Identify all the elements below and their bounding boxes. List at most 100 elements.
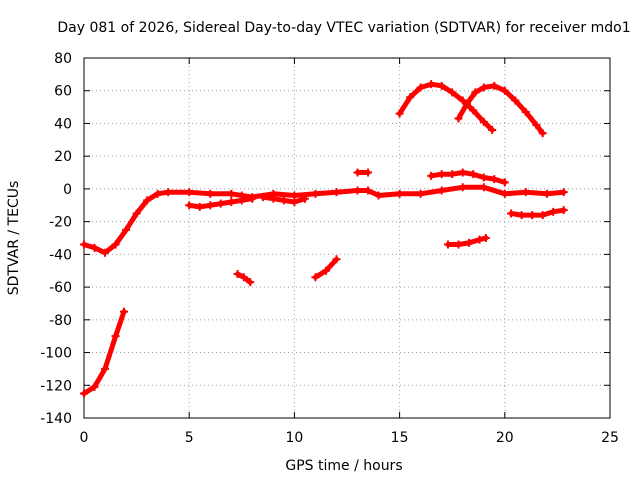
series-group (80, 80, 568, 398)
y-tick-label: -80 (49, 313, 72, 329)
data-point (279, 196, 288, 205)
data-point (479, 173, 488, 182)
data-point (395, 109, 404, 118)
data-point (427, 171, 436, 180)
data-point (90, 243, 99, 252)
y-tick-label: -120 (40, 378, 72, 394)
data-point (538, 129, 547, 138)
data-point (458, 168, 467, 177)
y-tick-label: -20 (49, 215, 72, 231)
data-point (479, 83, 488, 92)
data-point (465, 238, 474, 247)
series-mid-low-a (185, 194, 257, 211)
y-axis-label: SDTVAR / TECUs (6, 181, 22, 296)
data-point (122, 225, 131, 234)
data-point (406, 93, 415, 102)
data-point (164, 188, 173, 197)
series-seg-pos10 (353, 168, 373, 177)
data-point (206, 189, 215, 198)
data-point (511, 96, 520, 105)
y-tick-label: -140 (40, 411, 72, 427)
data-point (443, 240, 452, 249)
data-point (490, 175, 499, 184)
series-track-arc-2 (456, 83, 546, 136)
data-point (311, 189, 320, 198)
chart-title: Day 081 of 2026, Sidereal Day-to-day VTE… (57, 20, 630, 36)
data-point (416, 83, 425, 92)
series-arc-2 (454, 81, 547, 138)
data-point (353, 168, 362, 177)
data-point (507, 209, 516, 218)
x-axis-label: GPS time / hours (285, 458, 402, 474)
data-point (233, 270, 242, 278)
data-point (374, 191, 383, 200)
data-point (500, 178, 509, 187)
data-point (248, 194, 257, 203)
data-point (458, 183, 467, 192)
data-point (364, 186, 373, 195)
data-point (258, 193, 267, 202)
data-point (475, 235, 484, 244)
plot-frame (83, 57, 611, 419)
series-seg-neg45 (311, 255, 341, 282)
data-point (206, 201, 215, 210)
data-point (416, 189, 425, 198)
data-point (195, 202, 204, 211)
data-point (500, 189, 509, 198)
data-point (216, 199, 225, 208)
series-seg-neg33 (443, 234, 490, 249)
y-tick-label: 0 (63, 182, 72, 198)
data-point (469, 170, 478, 179)
y-tick-label: -100 (40, 346, 72, 362)
series-track-arc-1 (397, 81, 495, 133)
data-point (332, 255, 341, 264)
data-point (269, 194, 278, 203)
series-early-rise (80, 307, 128, 398)
data-point (437, 186, 446, 195)
data-point (454, 240, 463, 249)
data-point (559, 188, 568, 197)
x-tick-label: 5 (185, 430, 194, 446)
x-tick-label: 0 (80, 430, 89, 446)
x-tick-label: 15 (391, 430, 409, 446)
grid-lines (84, 58, 610, 418)
series-mid-low-b (258, 193, 309, 206)
data-point (80, 240, 88, 249)
data-point (458, 96, 467, 105)
series-mid-high (427, 168, 509, 187)
data-point (521, 108, 530, 116)
data-point (101, 248, 110, 257)
data-point (227, 189, 236, 198)
data-point (490, 81, 499, 90)
data-point (462, 99, 471, 108)
y-tick-label: 60 (54, 84, 72, 100)
data-point (479, 117, 488, 126)
x-tick-label: 25 (601, 430, 619, 446)
data-point (80, 389, 88, 398)
data-point (143, 196, 152, 205)
y-tick-label: 20 (54, 149, 72, 165)
data-point (471, 88, 480, 97)
data-point (101, 364, 110, 373)
y-tick-label: -60 (49, 280, 72, 296)
data-point (469, 106, 478, 115)
series-late-low (507, 206, 568, 220)
data-point (448, 88, 457, 97)
data-point (437, 81, 446, 90)
series-seg-neg52 (233, 270, 255, 287)
data-point (528, 211, 537, 220)
data-point (427, 80, 436, 89)
data-point (448, 170, 457, 179)
data-point (311, 273, 320, 282)
data-point (500, 86, 509, 95)
data-point (364, 168, 373, 177)
data-point (290, 198, 299, 206)
data-point (237, 196, 246, 205)
data-point (549, 207, 558, 216)
series-arc-1 (395, 80, 497, 134)
tick-labels: 0 5 10 15 20 25 -140 -120 -100 -80 -60 -40 -20 0 20 40 6… (40, 51, 619, 446)
data-point (517, 211, 526, 220)
x-tick-label: 20 (496, 430, 514, 446)
